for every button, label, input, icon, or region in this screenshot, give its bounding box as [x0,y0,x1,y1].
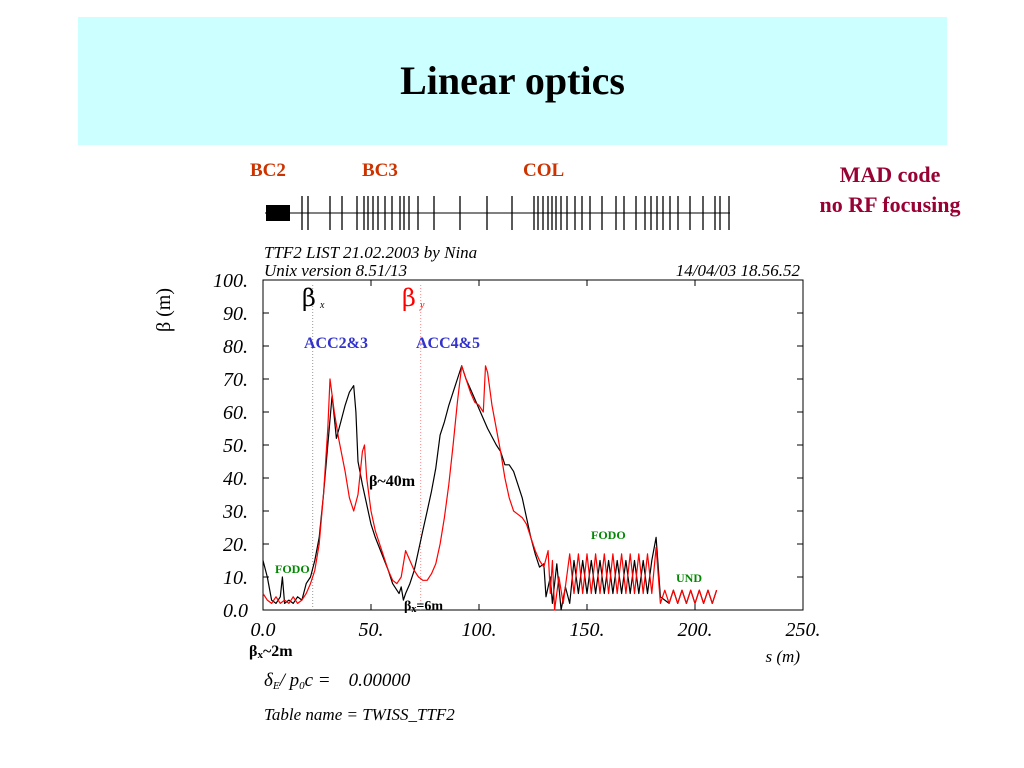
x-tick-label: 200. [678,619,713,641]
header-timestamp: 14/04/03 18.56.52 [676,261,801,280]
y-tick-label: 10. [223,567,248,589]
y-tick-label: 100. [213,270,248,292]
y-tick-label: 90. [223,303,248,325]
y-tick-label: 50. [223,435,248,457]
y-tick-label: 20. [223,534,248,556]
annotation-beta-40m: β~40m [369,473,416,490]
lattice-element-marks [266,196,730,230]
axis-ticks: 0.0 10. 20. 30. 40. 50. 60. 70. 80. 90. 100. 0.0 50.… [213,270,821,641]
section-markers [312,285,422,610]
page-title: Linear optics [400,58,625,103]
header-line-1: TTF2 LIST 21.02.2003 by Nina [264,243,477,262]
svg-text:x: x [319,300,325,311]
svg-text:β: β [302,284,316,312]
note-line-1: MAD code [839,162,941,187]
y-tick-label: 60. [223,402,248,424]
lattice-strip [265,196,730,230]
svg-text:β: β [402,284,416,312]
annotation-acc23: ACC2&3 [304,335,368,352]
note-box: MAD code no RF focusing [790,160,990,220]
note-line-2: no RF focusing [819,192,961,217]
y-axis-label: β (m) [153,288,175,332]
annotation-fodo-left: FODO [275,562,310,576]
y-tick-label: 70. [223,369,248,391]
x-tick-label: 250. [786,619,821,641]
footer-table-name: Table name = TWISS_TTF2 [264,705,455,724]
section-label-col: COL [523,160,565,181]
x-tick-label: 0.0 [251,619,276,641]
series-line-beta-x [262,365,718,611]
x-tick-label: 150. [570,619,605,641]
annotation-und: UND [676,571,702,585]
annotation-fodo-right: FODO [591,528,626,542]
series-line-beta-y [262,365,718,611]
x-tick-label: 100. [462,619,497,641]
x-axis-label: s (m) [766,647,801,666]
x-tick-label: 50. [359,619,384,641]
annotation-acc45: ACC4&5 [416,335,480,352]
y-tick-label: 0.0 [223,600,248,622]
title-banner: Linear optics [78,17,947,145]
footer-delta-line: δE/ p0c = 0.00000 [264,670,411,692]
section-label-bc2: BC2 [250,160,286,181]
y-tick-label: 80. [223,336,248,358]
legend-beta-y: β y [402,284,425,312]
y-tick-label: 40. [223,468,248,490]
header-line-2: Unix version 8.51/13 [264,261,407,280]
section-label-bc3: BC3 [362,160,398,181]
y-tick-label: 30. [222,501,248,523]
svg-text:y: y [419,300,425,311]
series-lines [262,365,718,611]
legend-beta-x: β x [302,284,325,312]
annotation-betax-6m: βx=6m [404,599,443,615]
plot-frame [262,279,804,611]
svg-text:β (m): β (m) [153,288,175,332]
annotation-betax-2m: βx~2m [249,643,293,661]
